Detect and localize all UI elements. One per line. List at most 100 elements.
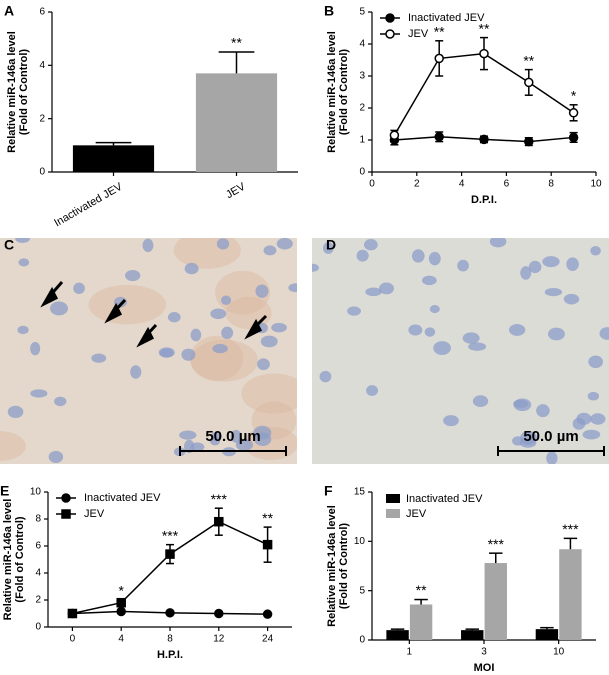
nucleus [457, 259, 469, 272]
marker [434, 53, 444, 64]
marker [524, 136, 534, 147]
scale-label: 50.0 µm [523, 428, 578, 445]
cytoplasm [0, 431, 26, 462]
nucleus [253, 425, 272, 440]
panel-letter: C [4, 237, 14, 253]
x-tick-label: 1 [407, 647, 413, 658]
nucleus [520, 266, 532, 280]
cytoplasm [241, 373, 297, 414]
nucleus [508, 323, 526, 336]
marker [479, 134, 489, 145]
cytoplasm [173, 238, 241, 269]
nucleus [221, 295, 232, 305]
significance: * [118, 583, 124, 599]
nucleus [54, 396, 67, 407]
y-tick-label: 4 [39, 60, 45, 71]
significance: *** [488, 536, 505, 552]
nucleus [408, 324, 423, 336]
y-axis-label: (Fold of Control) [338, 49, 350, 135]
legend-label: JEV [408, 28, 429, 40]
nucleus [271, 322, 287, 333]
significance: ** [262, 510, 273, 526]
x-tick-label: JEV [224, 180, 248, 201]
significance: *** [562, 521, 579, 537]
nucleus [73, 282, 85, 295]
nucleus [91, 353, 107, 363]
nucleus [179, 430, 197, 440]
y-axis-label: (Fold of Control) [18, 49, 30, 135]
y-tick-label: 5 [359, 7, 365, 18]
legend-marker [385, 13, 395, 23]
nucleus [546, 451, 558, 464]
x-tick-label: 4 [118, 634, 124, 645]
y-tick-label: 0 [359, 635, 365, 646]
cytoplasm [190, 335, 244, 381]
legend-swatch [386, 494, 400, 503]
x-tick-label: 10 [553, 647, 565, 658]
panel-letter: F [324, 483, 333, 499]
nucleus [216, 238, 230, 250]
marker [262, 609, 273, 619]
nucleus [130, 365, 142, 379]
nucleus [468, 342, 487, 351]
marker [524, 77, 534, 88]
y-tick-label: 4 [35, 568, 41, 579]
marker [165, 549, 175, 559]
nucleus [17, 325, 29, 335]
panel-letter: E [0, 483, 9, 499]
x-tick-label: 2 [414, 179, 420, 190]
nucleus [184, 262, 199, 275]
nucleus [365, 287, 382, 297]
marker [568, 132, 579, 143]
marker [214, 516, 224, 527]
y-axis-label: Relative miR-146a level [326, 505, 338, 627]
panel-letter: D [326, 237, 336, 253]
x-tick-label: 8 [167, 634, 173, 645]
micrograph-c [0, 238, 297, 464]
nucleus [167, 312, 181, 323]
y-axis-label: (Fold of Control) [14, 516, 26, 602]
y-tick-label: 2 [35, 595, 41, 606]
bar [535, 629, 559, 640]
nucleus [443, 415, 459, 427]
nucleus [230, 429, 242, 443]
x-tick-label: 12 [213, 634, 225, 645]
nucleus [50, 301, 68, 316]
nucleus [542, 256, 560, 268]
nucleus [421, 275, 437, 286]
nucleus [15, 238, 31, 244]
nucleus [590, 413, 606, 425]
nucleus [288, 283, 297, 293]
nucleus [572, 417, 586, 430]
nucleus [424, 327, 436, 337]
nucleus [566, 257, 579, 271]
y-tick-label: 0 [359, 167, 365, 178]
significance: ** [416, 582, 427, 598]
legend-label: Inactivated JEV [406, 493, 483, 505]
nucleus [590, 245, 601, 256]
y-tick-label: 10 [30, 487, 42, 498]
nucleus [184, 439, 195, 454]
significance: ** [523, 52, 534, 68]
nucleus [588, 355, 604, 369]
y-tick-label: 0 [35, 622, 41, 633]
nucleus [364, 239, 378, 251]
nucleus [433, 341, 451, 356]
legend-marker [61, 509, 71, 519]
nucleus [235, 438, 254, 451]
y-axis-label: (Fold of Control) [338, 523, 350, 609]
bar [484, 563, 507, 640]
nucleus [429, 305, 440, 314]
nucleus [190, 328, 202, 342]
y-tick-label: 6 [39, 7, 45, 18]
arrows [40, 281, 268, 348]
marker [67, 608, 78, 619]
nucleus [125, 269, 141, 282]
nucleus [563, 293, 580, 305]
micrograph-d [312, 238, 609, 464]
x-tick-label: Inactivated JEV [52, 180, 125, 229]
bar [72, 145, 155, 172]
y-tick-label: 10 [354, 536, 366, 547]
marker [116, 606, 126, 617]
x-tick-label: 24 [262, 634, 274, 645]
